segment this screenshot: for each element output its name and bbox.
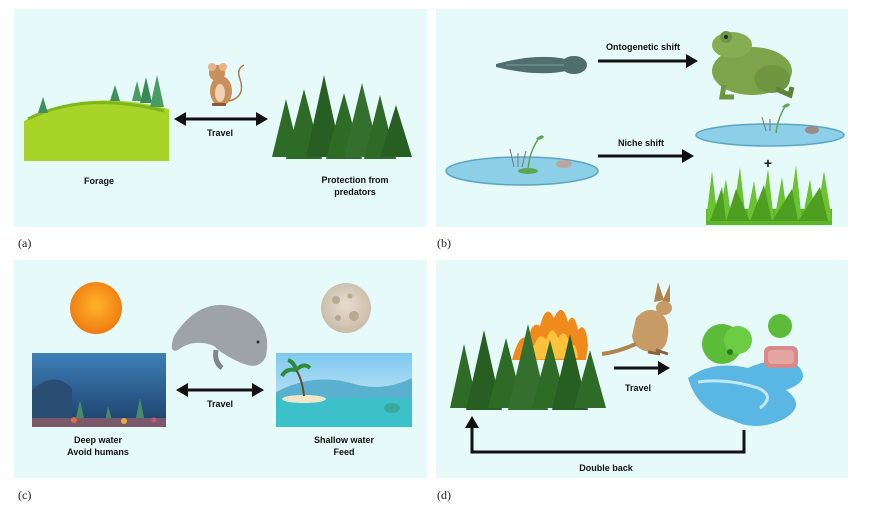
mouse-icon: [208, 63, 245, 106]
panel-b-illustration: [445, 31, 845, 225]
ontogenetic-shift-arrow: [598, 54, 698, 68]
panel-d-illustration: [450, 282, 804, 454]
panel-d: Travel Double back: [436, 260, 848, 478]
travel-label: Travel: [206, 399, 234, 409]
deep-water-label-line2: Avoid humans: [67, 447, 129, 457]
travel-double-arrow: [174, 112, 268, 126]
caption-d: (d): [437, 488, 451, 502]
protection-label-line2: predators: [334, 187, 376, 197]
caption-b: (b): [437, 236, 451, 250]
manatee-icon: [171, 304, 268, 370]
water-bush-icon: [688, 314, 804, 426]
forest-icon: [450, 324, 606, 410]
travel-arrow: [614, 361, 670, 375]
panel-b: Ontogenetic shift Niche shift +: [436, 9, 848, 227]
frog-icon: [712, 31, 795, 100]
shallow-water-label-line1: Shallow water: [313, 435, 375, 445]
double-back-label: Double back: [579, 463, 633, 473]
moon-icon: [321, 283, 371, 333]
double-back-arrow: [465, 416, 746, 454]
pond-icon-right: [695, 103, 845, 147]
niche-shift-arrow: [598, 149, 694, 163]
panel-c: Travel Deep water Avoid humans Shallow w…: [14, 260, 427, 478]
panel-a-illustration: [24, 63, 412, 161]
caption-c: (c): [18, 488, 32, 502]
deep-water-label: Deep water Avoid humans: [48, 434, 148, 458]
forage-label: Forage: [83, 176, 114, 186]
shallow-water-label-line2: Feed: [333, 447, 355, 457]
ontogenetic-shift-label: Ontogenetic shift: [606, 42, 680, 52]
niche-shift-label: Niche shift: [617, 138, 664, 148]
deep-water-label-line1: Deep water: [73, 435, 123, 445]
caption-a: (a): [18, 236, 32, 250]
forest-icon: [272, 75, 412, 159]
travel-label: Travel: [624, 383, 652, 393]
shallow-water-label: Shallow water Feed: [294, 434, 394, 458]
shallow-water-scene: [276, 353, 412, 427]
plus-sign: +: [763, 155, 773, 171]
tadpole-icon: [496, 56, 587, 74]
panel-a: Travel Forage Protection from predators: [14, 9, 427, 227]
protection-label-line1: Protection from: [321, 175, 389, 185]
kangaroo-icon: [601, 282, 672, 356]
panel-c-illustration: [32, 282, 412, 427]
travel-double-arrow: [176, 383, 264, 397]
sun-icon: [70, 282, 122, 334]
protection-label: Protection from predators: [300, 174, 410, 198]
travel-label: Travel: [206, 128, 234, 138]
grass-icon: [706, 165, 832, 225]
pond-icon: [445, 135, 599, 186]
deep-water-scene: [32, 353, 166, 427]
forage-hill-icon: [24, 75, 169, 161]
